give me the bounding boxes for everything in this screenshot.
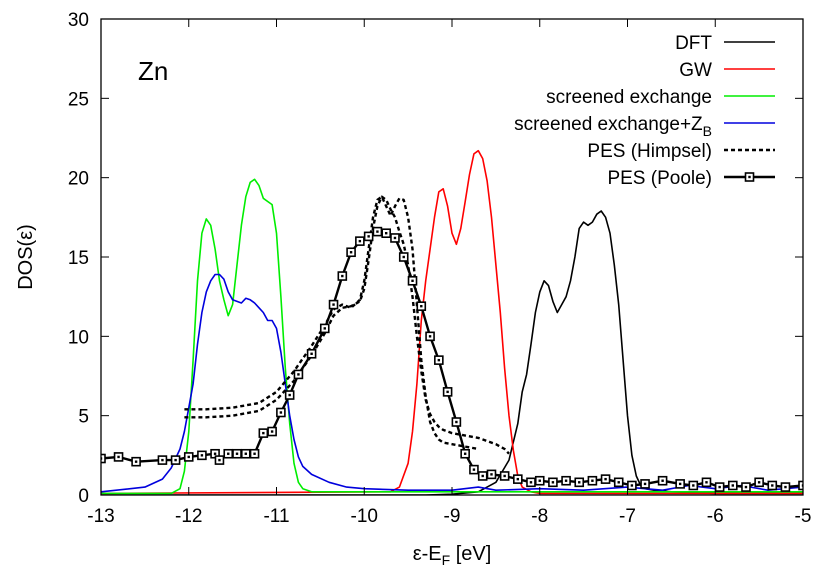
legend-marker-dot	[748, 175, 751, 179]
poole-point-dot	[411, 279, 414, 282]
poole-point-dot	[718, 485, 721, 489]
poole-point-dot	[472, 468, 476, 471]
series-line-1	[101, 149, 803, 495]
poole-point-dot	[253, 452, 256, 455]
poole-point-dot	[516, 477, 520, 481]
series-line-6	[101, 230, 803, 489]
x-tick-label: -8	[531, 506, 548, 527]
poole-point-dot	[564, 479, 568, 482]
poole-point-dot	[279, 411, 283, 414]
poole-point-dot	[117, 455, 120, 459]
y-tick-label: 10	[68, 327, 89, 348]
series-layer	[101, 149, 803, 495]
poole-point-dot	[455, 420, 458, 424]
legend-label: screened exchange	[546, 87, 712, 108]
poole-point-dot	[437, 358, 441, 362]
poole-point-dot	[591, 479, 594, 482]
poole-point-dot	[771, 484, 774, 487]
tick-layer: -13 -12 -11 -10 -9 -8 -7 -6 -5 0 5 10 15 20 25 30	[68, 10, 812, 527]
poole-point-dot	[784, 485, 787, 489]
poole-point-dot	[297, 373, 300, 376]
y-tick-label: 15	[68, 248, 89, 269]
poole-point-dot	[367, 235, 370, 238]
x-axis-title: ε-EF [eV]	[413, 543, 492, 568]
poole-point-dot	[134, 460, 138, 463]
y-tick-label: 20	[68, 169, 89, 190]
legend-label: PES (Himpsel)	[587, 141, 712, 162]
poole-point-dot	[643, 482, 647, 486]
poole-point	[101, 453, 106, 464]
series-line-0	[101, 210, 803, 495]
poole-point-dot	[617, 481, 620, 484]
poole-point-dot	[349, 251, 353, 254]
poole-point-dot	[744, 485, 748, 489]
x-tick-label: -7	[619, 506, 636, 527]
y-axis-title: DOS(ε)	[15, 224, 37, 290]
poole-point-dot	[187, 455, 190, 459]
y-tick-label: 30	[68, 10, 89, 31]
panel-label: Zn	[138, 56, 168, 86]
poole-point-dot	[529, 481, 533, 484]
poole-point-dot	[420, 304, 423, 308]
poole-point-dot	[227, 452, 230, 455]
poole-point-dot	[262, 431, 265, 435]
poole-point-dot	[341, 274, 344, 278]
legend: DFT GW screened exchange screened exchange+…	[514, 33, 775, 189]
x-tick-label: -13	[87, 506, 114, 527]
poole-point-dot	[270, 430, 274, 433]
series-line-3	[101, 273, 803, 493]
poole-point-dot	[393, 236, 397, 240]
poole-point-dot	[332, 303, 335, 306]
series-line-2	[101, 178, 803, 495]
y-tick-label: 25	[68, 89, 89, 110]
poole-point-dot	[376, 230, 379, 233]
poole-point-dot	[604, 477, 607, 481]
poole-point-dot	[358, 239, 362, 243]
poole-point-dot	[428, 335, 432, 338]
poole-point-dot	[490, 473, 493, 476]
poole-point-dot	[661, 479, 664, 482]
poole-point-dot	[551, 481, 555, 484]
poole-point-dot	[288, 393, 291, 397]
x-tick-label: -9	[444, 506, 461, 527]
series-line-4	[184, 195, 479, 451]
poole-point-dot	[538, 479, 541, 482]
poole-point-dot	[705, 481, 708, 484]
poole-point-dot	[384, 232, 388, 235]
poole-point-dot	[218, 458, 221, 462]
poole-point-dot	[310, 352, 313, 355]
x-tick-label: -6	[707, 506, 724, 527]
legend-label: GW	[679, 60, 712, 81]
poole-point-dot	[235, 452, 239, 455]
poole-point-dot	[244, 452, 247, 455]
legend-label: screened exchange+ZB	[514, 114, 712, 139]
poole-point-dot	[174, 458, 177, 462]
legend-label: PES (Poole)	[607, 168, 712, 189]
y-tick-label: 0	[78, 486, 89, 507]
x-tick-label: -5	[795, 506, 812, 527]
poole-point	[798, 480, 803, 491]
poole-point-dot	[402, 255, 405, 259]
poole-point-dot	[578, 481, 581, 484]
x-tick-label: -10	[351, 506, 378, 527]
x-tick-label: -12	[175, 506, 202, 527]
poole-point-dot	[692, 484, 695, 487]
x-tick-label: -11	[263, 506, 289, 527]
poole-point-dot	[503, 474, 506, 478]
poole-point-dot	[757, 481, 761, 484]
poole-point-dot	[161, 458, 164, 462]
poole-point-dot	[446, 390, 449, 394]
poole-point-dot	[678, 482, 682, 486]
poole-point-dot	[481, 474, 484, 478]
poole-point-dot	[463, 452, 467, 455]
y-tick-label: 5	[78, 407, 89, 428]
poole-point-dot	[200, 454, 204, 457]
poole-point-dot	[630, 484, 634, 487]
poole-point-dot	[731, 484, 734, 487]
poole-point-dot	[213, 452, 217, 455]
legend-label: DFT	[675, 33, 712, 54]
series-line-5	[184, 195, 510, 455]
poole-point-dot	[323, 327, 326, 330]
